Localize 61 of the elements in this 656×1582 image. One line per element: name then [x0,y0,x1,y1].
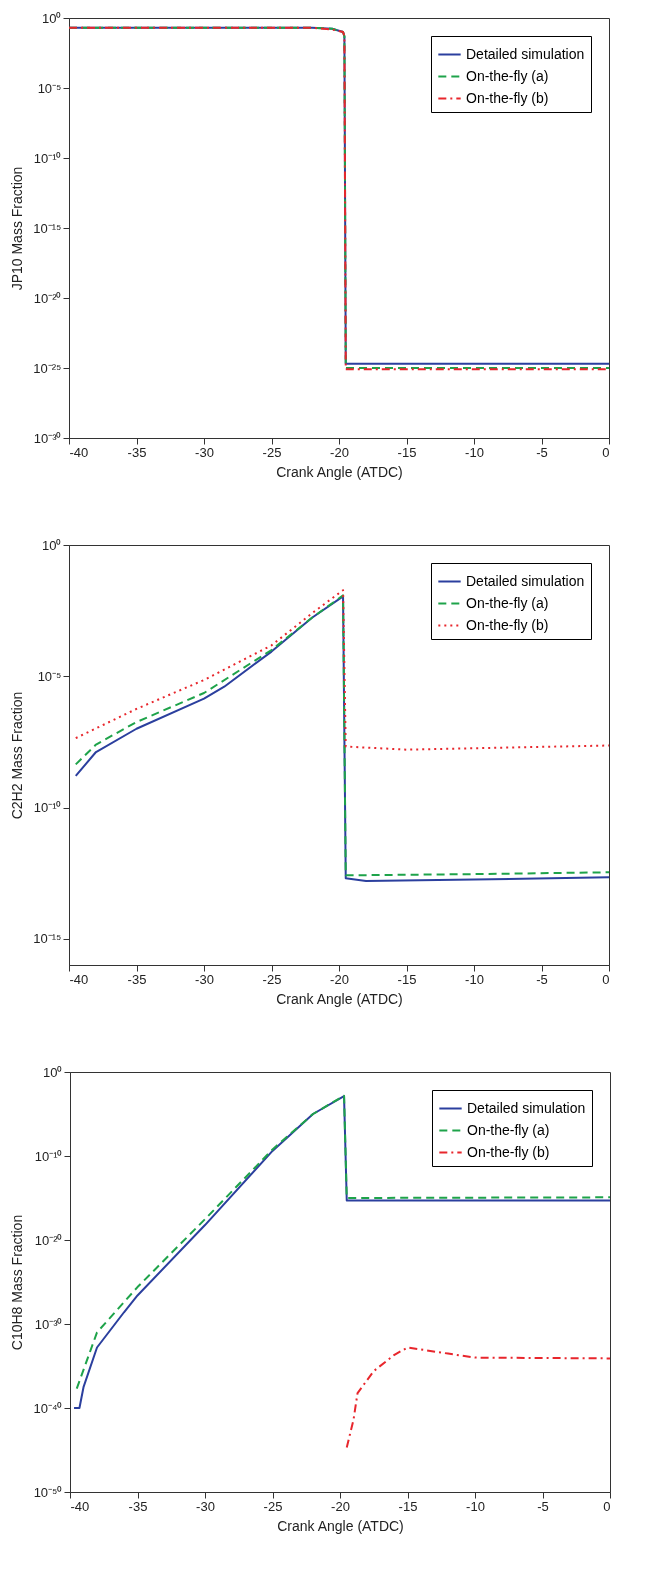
legend-label: On-the-fly (a) [466,594,549,611]
x-tick-label: -30 [195,444,214,460]
x-tick-label: -15 [398,1498,418,1514]
x-tick-label: -5 [536,971,548,987]
x-tick-label: -20 [330,444,349,460]
x-tick-label: -5 [537,1498,549,1514]
y-tick-label: 10⁻⁴⁰ [33,1400,63,1416]
y-tick-label: 10⁻²⁵ [33,360,62,376]
x-tick-label: -25 [262,971,282,987]
x-tick-label: -40 [69,971,89,987]
x-tick-label: -10 [465,444,484,460]
line-series [345,1346,611,1449]
y-tick-label: 10⁻²⁰ [34,1232,63,1248]
legend-label: On-the-fly (a) [467,1121,550,1138]
y-tick-label: 10⁻²⁰ [33,290,62,306]
x-tick-label: -30 [196,1498,215,1514]
x-tick-label: -15 [397,444,417,460]
line-series [74,589,610,751]
x-tick-label: -20 [331,1498,350,1514]
y-tick-label: 10⁻¹⁵ [33,220,62,236]
x-tick-label: -15 [397,971,417,987]
x-tick-label: -40 [70,1498,90,1514]
y-axis-title: C2H2 Mass Fraction [9,691,26,820]
x-tick-label: -25 [263,1498,283,1514]
x-tick-label: 0 [602,444,610,460]
x-tick-label: -35 [128,1498,148,1514]
y-axis-title: JP10 Mass Fraction [9,166,26,291]
legend-label: Detailed simulation [466,572,585,589]
x-tick-label: -30 [195,971,214,987]
x-tick-label: -10 [466,1498,485,1514]
x-tick-label: -10 [465,971,484,987]
x-tick-label: -35 [127,971,147,987]
x-tick-label: -35 [127,444,147,460]
y-tick-label: 10⁻¹⁰ [34,1148,63,1164]
x-tick-label: -40 [69,444,89,460]
y-tick-label: 10⁻⁵ [37,668,62,684]
y-tick-label: 10⁰ [43,1064,63,1080]
legend-label: Detailed simulation [467,1099,586,1116]
x-axis-title: Crank Angle (ATDC) [276,990,403,1007]
y-tick-label: 10⁰ [42,10,62,26]
y-axis-title: C10H8 Mass Fraction [9,1214,26,1351]
legend-label: Detailed simulation [466,45,585,62]
y-tick-label: 10⁻¹⁰ [33,150,62,166]
y-tick-label: 10⁰ [42,537,62,553]
x-tick-label: -25 [262,444,282,460]
y-tick-label: 10⁻³⁰ [33,430,62,446]
x-tick-label: 0 [603,1498,611,1514]
x-tick-label: 0 [602,971,610,987]
x-axis-title: Crank Angle (ATDC) [276,463,403,480]
y-tick-label: 10⁻¹⁵ [33,931,62,947]
legend-label: On-the-fly (b) [466,89,549,106]
y-tick-label: 10⁻⁵ [37,80,62,96]
y-tick-label: 10⁻⁵⁰ [33,1484,63,1500]
x-tick-label: -5 [536,444,548,460]
y-tick-label: 10⁻³⁰ [34,1316,63,1332]
legend-label: On-the-fly (b) [467,1143,550,1160]
legend-label: On-the-fly (a) [466,67,549,84]
x-tick-label: -20 [330,971,349,987]
legend-label: On-the-fly (b) [466,616,549,633]
y-tick-label: 10⁻¹⁰ [33,800,62,815]
x-axis-title: Crank Angle (ATDC) [277,1517,404,1534]
